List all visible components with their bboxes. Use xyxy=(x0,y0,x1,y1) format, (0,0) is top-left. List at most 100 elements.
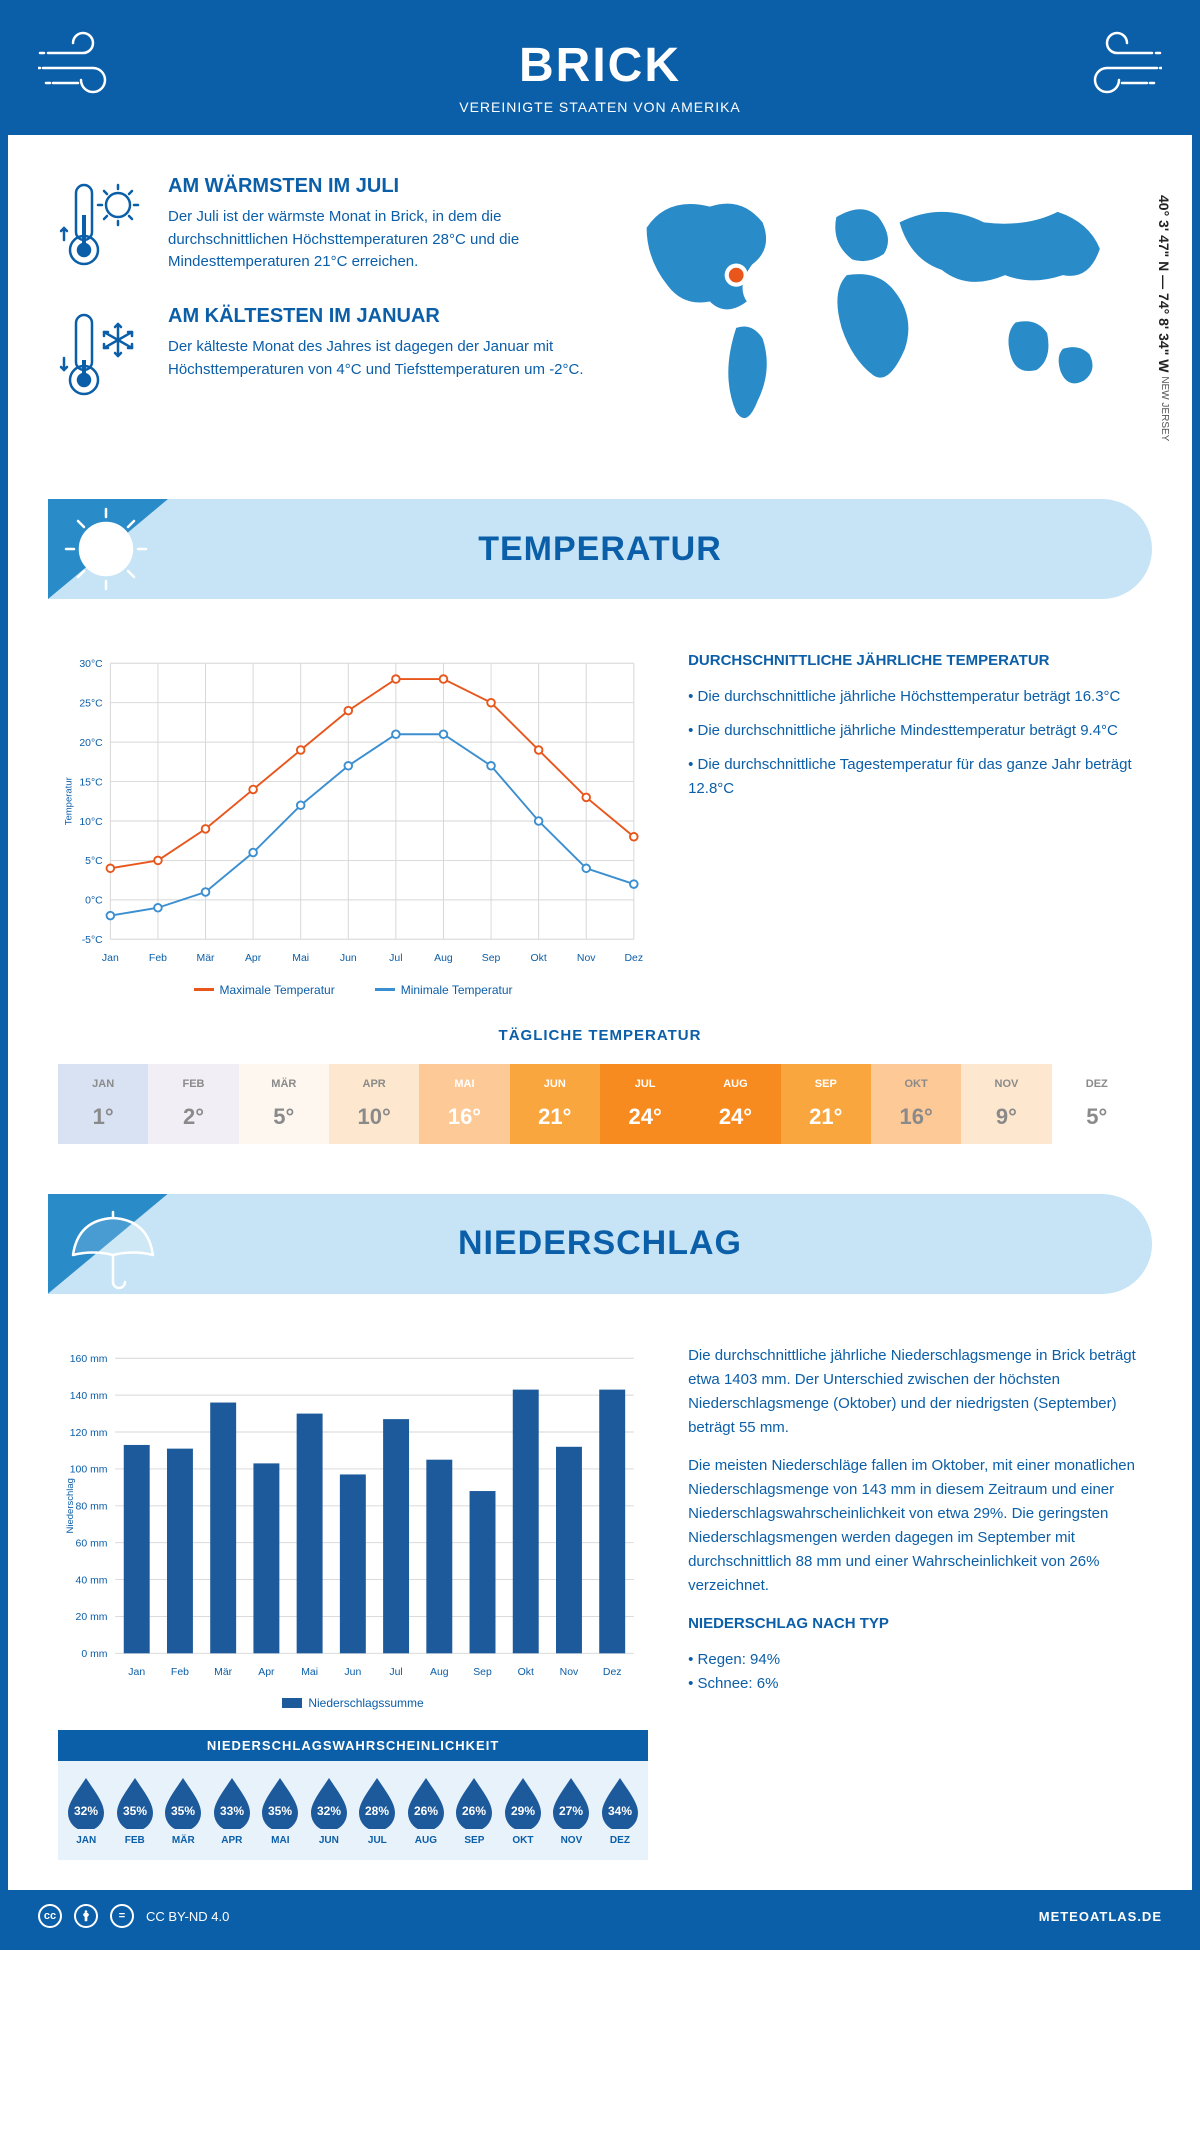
svg-text:20 mm: 20 mm xyxy=(76,1612,108,1623)
daily-temp-cell: NOV9° xyxy=(961,1064,1051,1144)
svg-text:Mär: Mär xyxy=(197,953,216,964)
precip-snow: • Schnee: 6% xyxy=(688,1672,1142,1696)
thermometer-sun-icon xyxy=(58,175,148,275)
temp-info: DURCHSCHNITTLICHE JÄHRLICHE TEMPERATUR •… xyxy=(688,649,1142,997)
prob-drop: 29% OKT xyxy=(499,1775,548,1846)
daily-temp-cell: JUN21° xyxy=(510,1064,600,1144)
precip-section-title: NIEDERSCHLAG xyxy=(458,1224,742,1263)
daily-temp-cell: DEZ5° xyxy=(1052,1064,1142,1144)
nd-icon: = xyxy=(110,1904,134,1928)
daily-temp-cell: MÄR5° xyxy=(239,1064,329,1144)
daily-temp-cell: AUG24° xyxy=(690,1064,780,1144)
svg-text:26%: 26% xyxy=(462,1804,486,1818)
legend-bar: Niederschlagssumme xyxy=(308,1696,423,1710)
prob-drop: 26% AUG xyxy=(402,1775,451,1846)
temp-line-chart: -5°C0°C5°C10°C15°C20°C25°C30°CJanFebMärA… xyxy=(58,649,648,973)
content: AM WÄRMSTEN IM JULI Der Juli ist der wär… xyxy=(8,135,1192,1890)
svg-text:Feb: Feb xyxy=(149,953,167,964)
daily-temp-row: JAN1°FEB2°MÄR5°APR10°MAI16°JUN21°JUL24°A… xyxy=(58,1064,1142,1144)
svg-text:Aug: Aug xyxy=(434,953,453,964)
svg-text:26%: 26% xyxy=(414,1804,438,1818)
svg-text:34%: 34% xyxy=(608,1804,632,1818)
precip-prob: NIEDERSCHLAGSWAHRSCHEINLICHKEIT 32% JAN … xyxy=(58,1730,648,1860)
by-icon: 🛉 xyxy=(74,1904,98,1928)
temp-legend: Maximale Temperatur Minimale Temperatur xyxy=(58,983,648,997)
brand: METEOATLAS.DE xyxy=(1039,1909,1162,1924)
precip-body: 0 mm20 mm40 mm60 mm80 mm100 mm120 mm140 … xyxy=(8,1314,1192,1891)
temp-banner: TEMPERATUR xyxy=(48,499,1152,599)
precip-banner: NIEDERSCHLAG xyxy=(48,1194,1152,1294)
daily-temp: TÄGLICHE TEMPERATUR JAN1°FEB2°MÄR5°APR10… xyxy=(8,1027,1192,1174)
temp-chart-area: -5°C0°C5°C10°C15°C20°C25°C30°CJanFebMärA… xyxy=(58,649,648,997)
legend-min: Minimale Temperatur xyxy=(401,983,513,997)
precip-bar-chart: 0 mm20 mm40 mm60 mm80 mm100 mm120 mm140 … xyxy=(58,1344,648,1687)
svg-text:-5°C: -5°C xyxy=(82,935,103,946)
svg-text:80 mm: 80 mm xyxy=(76,1501,108,1512)
prob-drop: 35% MAI xyxy=(256,1775,305,1846)
svg-text:100 mm: 100 mm xyxy=(70,1464,108,1475)
svg-text:60 mm: 60 mm xyxy=(76,1538,108,1549)
svg-text:Dez: Dez xyxy=(603,1667,622,1678)
prob-drop: 32% JUN xyxy=(305,1775,354,1846)
warmest-fact: AM WÄRMSTEN IM JULI Der Juli ist der wär… xyxy=(58,175,585,275)
svg-text:Mai: Mai xyxy=(301,1667,318,1678)
svg-text:33%: 33% xyxy=(220,1804,244,1818)
license-text: CC BY-ND 4.0 xyxy=(146,1909,229,1924)
daily-temp-cell: OKT16° xyxy=(871,1064,961,1144)
svg-text:Jul: Jul xyxy=(389,1667,402,1678)
svg-text:20°C: 20°C xyxy=(79,738,103,749)
svg-text:Jan: Jan xyxy=(128,1667,145,1678)
prob-drop: 35% FEB xyxy=(111,1775,160,1846)
svg-text:30°C: 30°C xyxy=(79,659,103,670)
umbrella-icon xyxy=(58,1200,168,1300)
wind-icon xyxy=(38,28,128,98)
intro-facts: AM WÄRMSTEN IM JULI Der Juli ist der wär… xyxy=(58,175,585,449)
prob-drop: 34% DEZ xyxy=(596,1775,645,1846)
temp-bullet: • Die durchschnittliche jährliche Höchst… xyxy=(688,685,1142,709)
svg-text:Sep: Sep xyxy=(473,1667,492,1678)
page-title: BRICK xyxy=(28,38,1172,93)
svg-text:120 mm: 120 mm xyxy=(70,1427,108,1438)
svg-text:Nov: Nov xyxy=(560,1667,579,1678)
svg-text:32%: 32% xyxy=(74,1804,98,1818)
precip-prob-row: 32% JAN 35% FEB 35% MÄR 33% APR 35% MAI … xyxy=(58,1761,648,1860)
coldest-text: Der kälteste Monat des Jahres ist dagege… xyxy=(168,336,585,381)
prob-drop: 26% SEP xyxy=(450,1775,499,1846)
coords-region: NEW JERSEY xyxy=(1159,376,1170,441)
map-area: 40° 3' 47" N — 74° 8' 34" W NEW JERSEY xyxy=(615,175,1142,449)
svg-text:35%: 35% xyxy=(268,1804,292,1818)
svg-text:Feb: Feb xyxy=(171,1667,189,1678)
prob-drop: 33% APR xyxy=(208,1775,257,1846)
warmest-title: AM WÄRMSTEN IM JULI xyxy=(168,175,585,198)
svg-text:Dez: Dez xyxy=(625,953,644,964)
coordinates: 40° 3' 47" N — 74° 8' 34" W NEW JERSEY xyxy=(1156,195,1172,441)
svg-text:Niederschlag: Niederschlag xyxy=(65,1478,76,1533)
svg-text:Apr: Apr xyxy=(258,1667,275,1678)
svg-text:0°C: 0°C xyxy=(85,896,103,907)
svg-text:Mär: Mär xyxy=(214,1667,233,1678)
daily-temp-heading: TÄGLICHE TEMPERATUR xyxy=(58,1027,1142,1044)
footer: cc 🛉 = CC BY-ND 4.0 METEOATLAS.DE xyxy=(8,1890,1192,1942)
prob-drop: 28% JUL xyxy=(353,1775,402,1846)
coldest-title: AM KÄLTESTEN IM JANUAR xyxy=(168,305,585,328)
svg-text:35%: 35% xyxy=(171,1804,195,1818)
temp-body: -5°C0°C5°C10°C15°C20°C25°C30°CJanFebMärA… xyxy=(8,619,1192,1027)
svg-text:Jan: Jan xyxy=(102,953,119,964)
prob-drop: 32% JAN xyxy=(62,1775,111,1846)
svg-text:140 mm: 140 mm xyxy=(70,1391,108,1402)
svg-text:35%: 35% xyxy=(123,1804,147,1818)
svg-text:15°C: 15°C xyxy=(79,777,103,788)
legend-max: Maximale Temperatur xyxy=(220,983,335,997)
svg-text:160 mm: 160 mm xyxy=(70,1354,108,1365)
svg-text:Okt: Okt xyxy=(518,1667,534,1678)
warmest-text: Der Juli ist der wärmste Monat in Brick,… xyxy=(168,206,585,274)
page-subtitle: VEREINIGTE STAATEN VON AMERIKA xyxy=(28,99,1172,115)
precip-p1: Die durchschnittliche jährliche Niedersc… xyxy=(688,1344,1142,1440)
header: BRICK VEREINIGTE STAATEN VON AMERIKA xyxy=(8,8,1192,135)
coldest-fact: AM KÄLTESTEN IM JANUAR Der kälteste Mona… xyxy=(58,305,585,405)
daily-temp-cell: APR10° xyxy=(329,1064,419,1144)
temp-bullet: • Die durchschnittliche Tagestemperatur … xyxy=(688,753,1142,801)
svg-text:0 mm: 0 mm xyxy=(81,1649,107,1660)
svg-text:Apr: Apr xyxy=(245,953,262,964)
cc-icon: cc xyxy=(38,1904,62,1928)
